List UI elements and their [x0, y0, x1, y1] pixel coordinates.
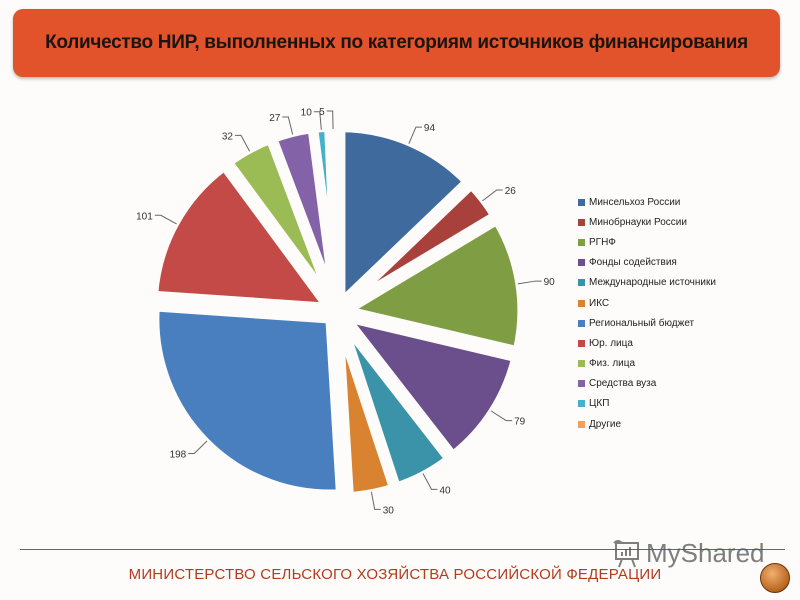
data-label: 94 — [424, 123, 436, 134]
legend-item: Фонды содействия — [578, 253, 716, 273]
pie-chart: 94 26 90 79 40 30 198 101 32 27 10 5 — [136, 107, 556, 516]
data-label: 32 — [222, 131, 234, 142]
legend-swatch — [578, 319, 585, 327]
footer-divider — [20, 549, 785, 550]
legend-label: ЦКП — [589, 398, 610, 410]
leader-line — [408, 126, 422, 144]
data-label: 198 — [170, 450, 187, 461]
title-banner: Количество НИР, выполненных по категория… — [13, 9, 780, 77]
leader-line — [188, 440, 208, 455]
leader-line — [482, 189, 503, 202]
data-label: 30 — [383, 505, 395, 516]
legend-swatch — [578, 198, 585, 206]
leader-line — [313, 111, 322, 130]
leader-line — [235, 134, 251, 152]
legend-swatch — [578, 299, 585, 307]
legend-label: Фонды содействия — [589, 257, 677, 269]
legend-swatch — [578, 360, 585, 368]
chart-legend: Минсельхоз России Минобрнауки России РГНФ Ф… — [578, 192, 716, 434]
legend-swatch — [578, 400, 585, 408]
legend-label: Физ. лица — [589, 358, 636, 370]
legend-label: Минсельхоз России — [589, 196, 681, 208]
leader-line — [517, 280, 542, 285]
legend-label: Юр. лица — [589, 337, 633, 349]
legend-label: Другие — [589, 418, 622, 430]
wheat-emblem-icon — [760, 563, 790, 593]
legend-label: Средства вуза — [589, 378, 657, 390]
data-label: 10 — [301, 108, 313, 119]
legend-item: ИКС — [578, 293, 716, 313]
legend-swatch — [578, 420, 585, 428]
legend-label: РГНФ — [589, 236, 616, 248]
legend-label: Региональный бюджет — [589, 317, 695, 329]
data-label: 40 — [439, 485, 451, 496]
watermark-text: MyShared — [646, 538, 765, 568]
legend-swatch — [578, 238, 585, 246]
leader-line — [370, 491, 381, 510]
legend-item: Другие — [578, 414, 716, 434]
data-label: 27 — [269, 113, 281, 124]
data-label: 90 — [544, 277, 556, 288]
footer-ministry: МИНИСТЕРСТВО СЕЛЬСКОГО ХОЗЯЙСТВА РОССИЙС… — [0, 566, 800, 583]
legend-label: ИКС — [589, 297, 610, 309]
legend-item: ЦКП — [578, 394, 716, 414]
leader-line — [422, 473, 438, 490]
legend-item: Минобрнауки России — [578, 212, 716, 232]
footer-ministry-text: МИНИСТЕРСТВО СЕЛЬСКОГО ХОЗЯЙСТВА РОССИЙС… — [128, 566, 662, 583]
legend-item: РГНФ — [578, 232, 716, 252]
pie-slice — [150, 302, 346, 499]
legend-swatch — [578, 339, 585, 347]
legend-item: Юр. лица — [578, 333, 716, 353]
watermark: MyShared — [612, 538, 765, 569]
data-label: 5 — [319, 107, 325, 118]
page-title: Количество НИР, выполненных по категория… — [45, 32, 748, 53]
legend-item: Физ. лица — [578, 354, 716, 374]
data-label: 79 — [514, 417, 526, 428]
data-label: 26 — [505, 186, 517, 197]
legend-label: Международные источники — [589, 277, 716, 289]
legend-swatch — [578, 259, 585, 267]
leader-line — [326, 110, 334, 130]
data-label: 101 — [136, 211, 153, 222]
legend-item: Международные источники — [578, 273, 716, 293]
leader-line — [282, 116, 294, 135]
legend-item: Минсельхоз России — [578, 192, 716, 212]
presentation-board-icon — [613, 539, 639, 567]
leader-line — [154, 214, 177, 225]
legend-swatch — [578, 279, 585, 287]
legend-item: Средства вуза — [578, 374, 716, 394]
legend-label: Минобрнауки России — [589, 216, 687, 228]
legend-swatch — [578, 380, 585, 388]
leader-line — [490, 410, 513, 422]
legend-swatch — [578, 218, 585, 226]
legend-item: Региональный бюджет — [578, 313, 716, 333]
